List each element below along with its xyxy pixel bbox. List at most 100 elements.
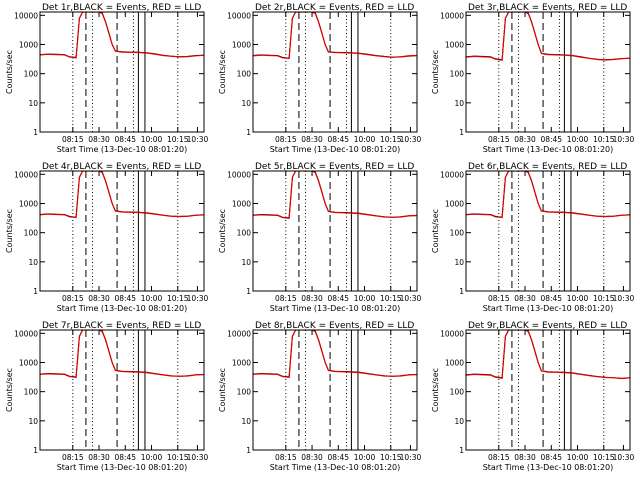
y-axis-label: Counts/sec <box>5 50 14 94</box>
panel-title: Det 4r,BLACK = Events, RED = LLD <box>42 162 201 172</box>
x-tick-label: 08:15 <box>488 453 510 462</box>
y-axis-label: Counts/sec <box>5 368 14 412</box>
panel-title: Det 6r,BLACK = Events, RED = LLD <box>468 162 627 172</box>
x-tick-label: 10:30 <box>613 135 635 144</box>
x-tick-label: 08:30 <box>88 453 110 462</box>
y-tick-label: 10 <box>454 417 464 426</box>
series-line-events <box>40 330 204 378</box>
x-axis-label: Start Time (13-Dec-10 08:01:20) <box>270 304 401 313</box>
y-tick-label: 1 <box>33 446 38 455</box>
y-tick-label: 10 <box>241 417 251 426</box>
series-line-events <box>253 12 417 59</box>
y-axis-label: Counts/sec <box>431 50 440 94</box>
x-tick-label: 10:00 <box>567 135 589 144</box>
y-tick-label: 10000 <box>14 329 38 338</box>
x-tick-label: 08:45 <box>327 453 349 462</box>
y-tick-label: 10 <box>454 99 464 108</box>
series-line-lld <box>466 12 630 61</box>
panel-det-7r: Det 7r,BLACK = Events, RED = LLD 1 10 100 10… <box>5 321 208 472</box>
series-line-events <box>253 330 417 378</box>
x-tick-label: 08:15 <box>488 294 510 303</box>
y-tick-label: 100 <box>24 229 39 238</box>
series-line-lld <box>253 330 417 378</box>
x-tick-label: 10:30 <box>613 453 635 462</box>
y-tick-label: 1000 <box>19 199 38 208</box>
y-tick-label: 1 <box>246 287 251 296</box>
x-axis-label: Start Time (13-Dec-10 08:01:20) <box>270 463 401 472</box>
x-tick-label: 08:30 <box>514 294 536 303</box>
x-tick-label: 08:45 <box>114 135 136 144</box>
panel-title: Det 5r,BLACK = Events, RED = LLD <box>255 162 414 172</box>
panel-det-4r: Det 4r,BLACK = Events, RED = LLD 1 10 100 10… <box>5 162 208 313</box>
series-line-events <box>253 171 417 219</box>
y-tick-label: 10000 <box>227 170 251 179</box>
panel-title: Det 2r,BLACK = Events, RED = LLD <box>255 3 414 13</box>
x-axis-label: Start Time (13-Dec-10 08:01:20) <box>57 463 188 472</box>
x-tick-label: 08:45 <box>540 135 562 144</box>
x-tick-label: 08:15 <box>275 453 297 462</box>
y-tick-label: 10 <box>28 99 38 108</box>
x-tick-label: 08:15 <box>488 135 510 144</box>
series-line-events <box>466 330 630 380</box>
y-tick-label: 10 <box>28 417 38 426</box>
y-tick-label: 100 <box>450 229 465 238</box>
y-axis-label: Counts/sec <box>431 209 440 253</box>
series-line-events <box>40 171 204 218</box>
x-tick-label: 08:15 <box>62 294 84 303</box>
panel-det-1r: Det 1r,BLACK = Events, RED = LLD 1 10 100 10… <box>5 3 208 154</box>
series-line-events <box>466 12 630 61</box>
x-tick-label: 10:00 <box>141 135 163 144</box>
x-tick-label: 10:15 <box>167 294 189 303</box>
x-tick-label: 10:30 <box>400 135 422 144</box>
x-tick-label: 10:15 <box>593 135 615 144</box>
y-tick-label: 10000 <box>440 329 464 338</box>
x-tick-label: 10:00 <box>354 453 376 462</box>
y-tick-label: 10 <box>28 258 38 267</box>
series-line-lld <box>40 171 204 219</box>
y-tick-label: 100 <box>450 70 465 79</box>
plot-frame <box>465 329 631 451</box>
y-tick-label: 1000 <box>232 358 251 367</box>
y-tick-label: 100 <box>237 70 252 79</box>
series-line-lld <box>466 171 630 219</box>
x-tick-label: 10:30 <box>187 294 209 303</box>
x-tick-label: 10:00 <box>567 294 589 303</box>
panel-title: Det 3r,BLACK = Events, RED = LLD <box>468 3 627 13</box>
y-tick-label: 1 <box>459 446 464 455</box>
x-tick-label: 10:30 <box>187 453 209 462</box>
y-tick-label: 10000 <box>14 170 38 179</box>
plot-frame <box>39 329 205 451</box>
panel-title: Det 8r,BLACK = Events, RED = LLD <box>255 321 414 331</box>
y-tick-label: 10 <box>241 258 251 267</box>
y-axis-label: Counts/sec <box>5 209 14 253</box>
y-tick-label: 100 <box>237 388 252 397</box>
x-tick-label: 10:15 <box>380 453 402 462</box>
x-axis-label: Start Time (13-Dec-10 08:01:20) <box>57 304 188 313</box>
panel-det-3r: Det 3r,BLACK = Events, RED = LLD 1 10 100 10… <box>431 3 634 154</box>
plot-frame <box>465 11 631 133</box>
series-line-events <box>40 12 204 58</box>
x-tick-label: 08:30 <box>88 135 110 144</box>
x-axis-label: Start Time (13-Dec-10 08:01:20) <box>483 145 614 154</box>
y-tick-label: 100 <box>24 70 39 79</box>
plot-frame <box>465 170 631 292</box>
x-tick-label: 10:00 <box>141 294 163 303</box>
series-line-lld <box>40 12 204 59</box>
panel-det-5r: Det 5r,BLACK = Events, RED = LLD 1 10 100 10… <box>218 162 421 313</box>
x-tick-label: 08:30 <box>301 135 323 144</box>
x-tick-label: 10:00 <box>354 135 376 144</box>
y-tick-label: 1000 <box>19 40 38 49</box>
y-axis-label: Counts/sec <box>431 368 440 412</box>
y-tick-label: 10 <box>454 258 464 267</box>
y-tick-label: 100 <box>237 229 252 238</box>
series-line-lld <box>253 171 417 219</box>
plot-frame <box>252 170 418 292</box>
x-tick-label: 08:45 <box>540 294 562 303</box>
x-tick-label: 10:30 <box>400 294 422 303</box>
x-tick-label: 10:00 <box>567 453 589 462</box>
y-tick-label: 1000 <box>445 199 464 208</box>
y-tick-label: 1 <box>33 287 38 296</box>
series-line-lld <box>40 330 204 378</box>
panel-title: Det 1r,BLACK = Events, RED = LLD <box>42 3 201 13</box>
